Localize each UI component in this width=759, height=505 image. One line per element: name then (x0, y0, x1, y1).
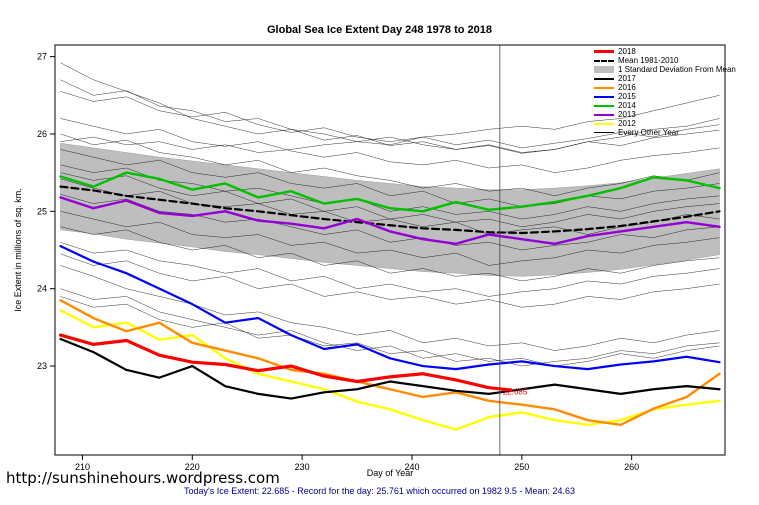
legend-item-every-other-year: Every Other Year (594, 128, 754, 137)
legend-label: Mean 1981-2010 (618, 56, 679, 65)
background-year-line (60, 172, 720, 228)
legend: 2018 Mean 1981-2010 1 Standard Deviation F… (594, 47, 754, 137)
x-tick-label: 250 (514, 462, 529, 472)
y-tick-label: 24 (37, 284, 47, 294)
y-axis-title: Ice Extent in millions of sq. km. (13, 188, 23, 312)
legend-label: 2013 (618, 110, 636, 119)
series-line-2017 (59, 337, 721, 400)
legend-item-2017: 2017 (594, 74, 754, 83)
y-tick-label: 26 (37, 129, 47, 139)
x-tick-label: 210 (75, 462, 90, 472)
legend-item-2018: 2018 (594, 47, 754, 56)
background-year-line (60, 62, 720, 154)
series-line-2015 (59, 245, 721, 371)
legend-item-2014: 2014 (594, 101, 754, 110)
chart-title: Global Sea Ice Extent Day 248 1978 to 20… (266, 24, 492, 36)
legend-item-2015: 2015 (594, 92, 754, 101)
background-year-line (60, 133, 720, 197)
legend-label: 2017 (618, 74, 636, 83)
legend-item-2016: 2016 (594, 83, 754, 92)
legend-line-swatch (594, 77, 614, 80)
series-line-2012 (59, 309, 721, 431)
series-line-mean-1981-2010 (59, 185, 721, 235)
x-tick-label: 240 (404, 462, 419, 472)
background-year-line (60, 253, 720, 308)
series-line-2014 (59, 171, 721, 213)
legend-line-swatch (594, 122, 614, 125)
legend-line-swatch (594, 95, 614, 98)
plot-border (54, 44, 726, 456)
std-deviation-band (60, 142, 720, 277)
legend-line-swatch (594, 59, 614, 62)
background-year-line (60, 288, 720, 367)
legend-label: 2016 (618, 83, 636, 92)
legend-line-swatch (594, 86, 614, 89)
series-line-2016 (59, 299, 721, 427)
legend-label: Every Other Year (618, 128, 679, 137)
legend-label: 2014 (618, 101, 636, 110)
legend-item-2012: 2012 (594, 119, 754, 128)
legend-line-swatch (594, 132, 614, 133)
background-year-line (60, 91, 720, 149)
background-year-line (60, 149, 720, 207)
legend-line-swatch (594, 50, 614, 53)
y-tick-label: 23 (37, 361, 47, 371)
footer-note: Today's Ice Extent: 22.685 - Record for … (184, 486, 575, 496)
legend-line-swatch (594, 113, 614, 116)
y-tick-label: 25 (37, 206, 47, 216)
background-year-line (60, 211, 720, 266)
background-year-line (60, 79, 720, 153)
background-year-line (60, 194, 720, 251)
legend-line-swatch (594, 104, 614, 107)
x-tick-label: 220 (185, 462, 200, 472)
x-tick-label: 230 (295, 462, 310, 472)
marker-value-label: 22.685 (503, 388, 528, 397)
x-tick-label: 260 (624, 462, 639, 472)
background-year-line (60, 95, 720, 153)
series-line-2013 (59, 196, 721, 246)
background-year-line (60, 118, 720, 173)
y-tick-label: 27 (37, 52, 47, 62)
legend-label: 2012 (618, 119, 636, 128)
legend-item-1-standard-deviation-from-mean: 1 Standard Deviation From Mean (594, 65, 754, 74)
background-year-line (60, 265, 720, 351)
legend-label: 1 Standard Deviation From Mean (618, 65, 736, 74)
x-axis-title: Day of Year (366, 468, 414, 478)
legend-band-swatch (594, 66, 614, 73)
legend-item-2013: 2013 (594, 110, 754, 119)
legend-label: 2015 (618, 92, 636, 101)
site-url[interactable]: http://sunshinehours.wordpress.com (6, 469, 280, 487)
background-year-line (60, 242, 720, 297)
legend-label: 2018 (618, 47, 636, 56)
series-line-2018 (58, 333, 513, 392)
legend-item-mean-1981-2010: Mean 1981-2010 (594, 56, 754, 65)
background-year-line (60, 226, 720, 282)
background-year-line (60, 296, 720, 367)
